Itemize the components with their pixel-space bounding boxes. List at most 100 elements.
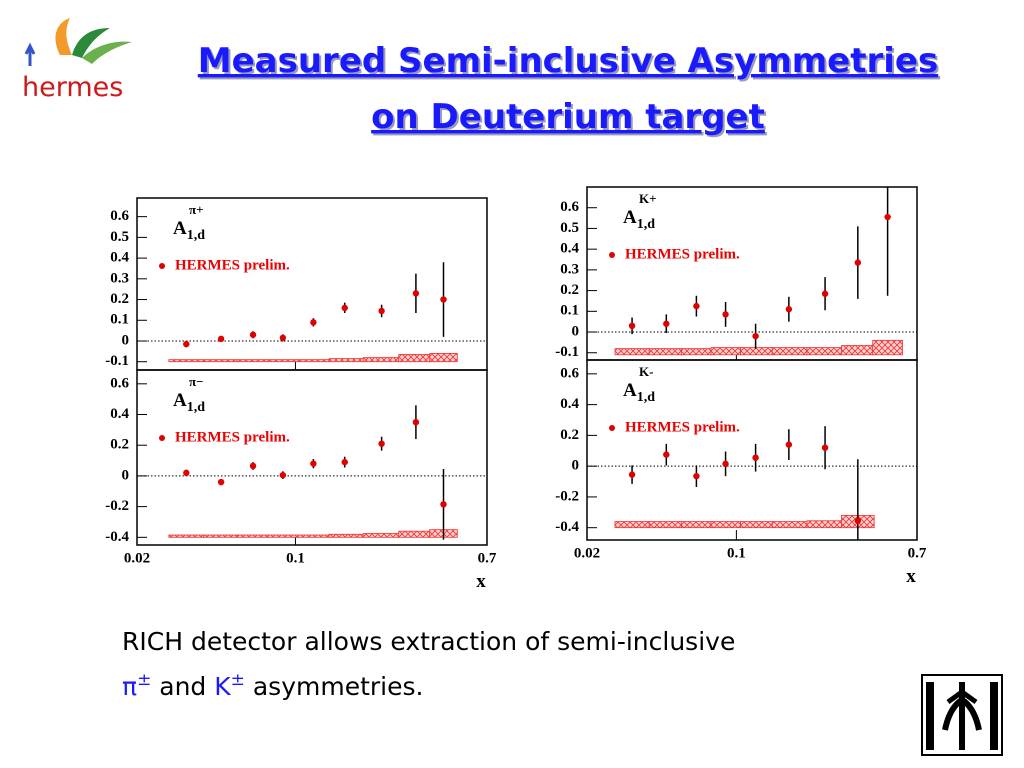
y-tick-label: -0.2 — [555, 488, 579, 504]
systematic-band — [740, 521, 773, 529]
systematic-band — [680, 348, 712, 356]
data-point — [217, 478, 225, 486]
panel-label-main: A — [623, 207, 637, 228]
y-tick-label: 0.2 — [560, 427, 579, 443]
systematic-band — [362, 533, 400, 538]
legend-marker — [609, 425, 615, 431]
data-point — [854, 517, 862, 524]
systematic-band — [841, 345, 874, 356]
data-point — [663, 320, 670, 327]
plot-frame — [136, 197, 488, 371]
systematic-band — [236, 359, 269, 363]
caption-segment: and — [151, 672, 214, 701]
y-tick-label: 0 — [122, 332, 130, 348]
data-point — [183, 340, 190, 348]
logo-text: hermes — [22, 72, 123, 103]
data-point — [693, 472, 700, 480]
data-point — [310, 460, 317, 467]
panel: -0.100.10.20.30.40.50.6A1,dπ+HERMES prel… — [105, 197, 488, 371]
data-point — [722, 460, 729, 468]
systematic-band — [398, 530, 431, 538]
systematic-band — [362, 357, 400, 363]
systematic-band — [398, 354, 431, 363]
title-line: on Deuterium target — [371, 97, 765, 137]
x-tick-label: 0.02 — [124, 550, 150, 566]
plot-frame — [136, 369, 488, 546]
systematic-band — [203, 534, 238, 538]
systematic-band — [168, 534, 205, 538]
data-point — [249, 331, 257, 338]
panel-label: A1,d — [173, 390, 205, 415]
panel-label-sup: π− — [189, 374, 204, 389]
data-point — [217, 335, 225, 343]
y-tick-label: 0.6 — [560, 365, 579, 381]
caption-line: RICH detector allows extraction of semi-… — [122, 627, 735, 656]
data-point — [628, 471, 636, 478]
y-tick-label: 0.2 — [110, 291, 129, 307]
data-point — [752, 332, 759, 340]
data-point — [752, 454, 759, 461]
y-tick-label: 0.6 — [110, 208, 129, 224]
systematic-band — [429, 353, 458, 363]
data-point — [310, 319, 317, 326]
panel-label: A1,d — [623, 380, 655, 405]
data-point — [249, 462, 257, 470]
y-tick-label: 0.6 — [110, 375, 129, 391]
systematic-band — [771, 347, 808, 356]
x-tick-label: 0.02 — [574, 545, 600, 561]
data-point — [663, 451, 670, 458]
y-tick-label: 0.5 — [110, 229, 129, 245]
systematic-band — [806, 347, 842, 356]
data-point — [693, 302, 700, 310]
y-tick-label: 0.3 — [110, 270, 129, 286]
panel-label-main: A — [173, 390, 187, 411]
data-point — [722, 311, 729, 318]
systematic-band — [297, 534, 330, 538]
data-point — [183, 469, 190, 477]
data-point — [884, 213, 891, 221]
systematic-band — [740, 347, 773, 356]
data-point — [821, 290, 829, 297]
data-point — [785, 306, 793, 313]
data-point — [440, 501, 447, 508]
data-point — [821, 444, 829, 451]
data-point — [378, 440, 385, 447]
data-point — [785, 441, 793, 448]
systematic-band — [267, 359, 299, 363]
panel: -0.4-0.200.20.40.60.02 0.1 0.7xA1,dπ−HERME… — [105, 369, 497, 592]
systematic-band — [806, 520, 842, 529]
systematic-band — [203, 359, 238, 363]
systematic-band — [614, 348, 650, 356]
panel-label-sup: K+ — [639, 191, 657, 206]
systematic-band — [328, 533, 364, 538]
panel: -0.100.10.20.30.40.50.6 A1,dK+HERMES prel… — [555, 186, 918, 361]
panel-label-sup: K- — [639, 364, 653, 379]
y-tick-label: 0.4 — [560, 396, 579, 412]
legend-marker — [159, 263, 165, 269]
y-tick-label: -0.4 — [555, 519, 579, 535]
hermes-logo: hermes — [22, 18, 132, 103]
caption-segment: ± — [137, 670, 151, 690]
panel-label-sub: 1,d — [187, 228, 206, 243]
legend-marker — [609, 252, 615, 258]
y-tick-label: 0.2 — [110, 437, 129, 453]
panel-label-sup: π+ — [189, 202, 204, 217]
x-axis-label: x — [476, 571, 486, 592]
y-tick-label: -0.2 — [105, 498, 129, 514]
data-point — [341, 458, 348, 466]
university-logo — [921, 674, 1003, 756]
panel-label-sub: 1,d — [187, 400, 206, 415]
legend-label: HERMES prelim. — [175, 257, 290, 273]
panel-label-sub: 1,d — [637, 217, 656, 232]
y-tick-label: 0.4 — [560, 241, 579, 257]
x-tick-label: 0.7 — [908, 545, 927, 561]
systematic-band — [872, 339, 903, 356]
panel-label: A1,d — [173, 218, 205, 243]
legend-marker — [159, 435, 165, 441]
data-point — [440, 296, 447, 303]
data-point — [412, 290, 420, 297]
data-point — [341, 304, 348, 312]
plot-frame — [586, 359, 918, 541]
caption-segment: π — [122, 672, 137, 701]
